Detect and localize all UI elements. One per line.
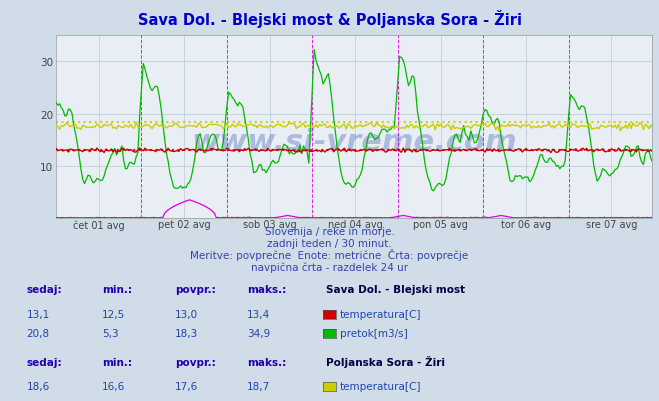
- Text: 13,0: 13,0: [175, 309, 198, 319]
- Text: zadnji teden / 30 minut.: zadnji teden / 30 minut.: [267, 239, 392, 249]
- Text: maks.:: maks.:: [247, 357, 287, 367]
- Text: 5,3: 5,3: [102, 328, 119, 338]
- Text: 16,6: 16,6: [102, 381, 125, 391]
- Text: pretok[m3/s]: pretok[m3/s]: [340, 400, 408, 401]
- Text: Sava Dol. - Blejski most & Poljanska Sora - Žiri: Sava Dol. - Blejski most & Poljanska Sor…: [138, 10, 521, 28]
- Text: min.:: min.:: [102, 285, 132, 295]
- Text: 18,3: 18,3: [175, 328, 198, 338]
- Text: min.:: min.:: [102, 357, 132, 367]
- Text: Slovenija / reke in morje.: Slovenija / reke in morje.: [264, 227, 395, 237]
- Text: www.si-vreme.com: www.si-vreme.com: [191, 128, 517, 156]
- Text: 12,5: 12,5: [102, 309, 125, 319]
- Text: Meritve: povprečne  Enote: metrične  Črta: povprečje: Meritve: povprečne Enote: metrične Črta:…: [190, 249, 469, 261]
- Text: sedaj:: sedaj:: [26, 285, 62, 295]
- Text: 17,6: 17,6: [175, 381, 198, 391]
- Text: Sava Dol. - Blejski most: Sava Dol. - Blejski most: [326, 285, 465, 295]
- Text: navpična črta - razdelek 24 ur: navpična črta - razdelek 24 ur: [251, 262, 408, 273]
- Text: 18,6: 18,6: [26, 381, 49, 391]
- Text: povpr.:: povpr.:: [175, 285, 215, 295]
- Text: sedaj:: sedaj:: [26, 357, 62, 367]
- Text: 13,1: 13,1: [26, 309, 49, 319]
- Text: 3,5: 3,5: [247, 400, 264, 401]
- Text: 0,3: 0,3: [102, 400, 119, 401]
- Text: 0,4: 0,4: [175, 400, 191, 401]
- Text: temperatura[C]: temperatura[C]: [340, 309, 422, 319]
- Text: 18,7: 18,7: [247, 381, 270, 391]
- Text: temperatura[C]: temperatura[C]: [340, 381, 422, 391]
- Text: 34,9: 34,9: [247, 328, 270, 338]
- Text: 13,4: 13,4: [247, 309, 270, 319]
- Text: 0,3: 0,3: [26, 400, 43, 401]
- Text: Poljanska Sora - Žiri: Poljanska Sora - Žiri: [326, 355, 445, 367]
- Text: 20,8: 20,8: [26, 328, 49, 338]
- Text: pretok[m3/s]: pretok[m3/s]: [340, 328, 408, 338]
- Text: povpr.:: povpr.:: [175, 357, 215, 367]
- Text: maks.:: maks.:: [247, 285, 287, 295]
